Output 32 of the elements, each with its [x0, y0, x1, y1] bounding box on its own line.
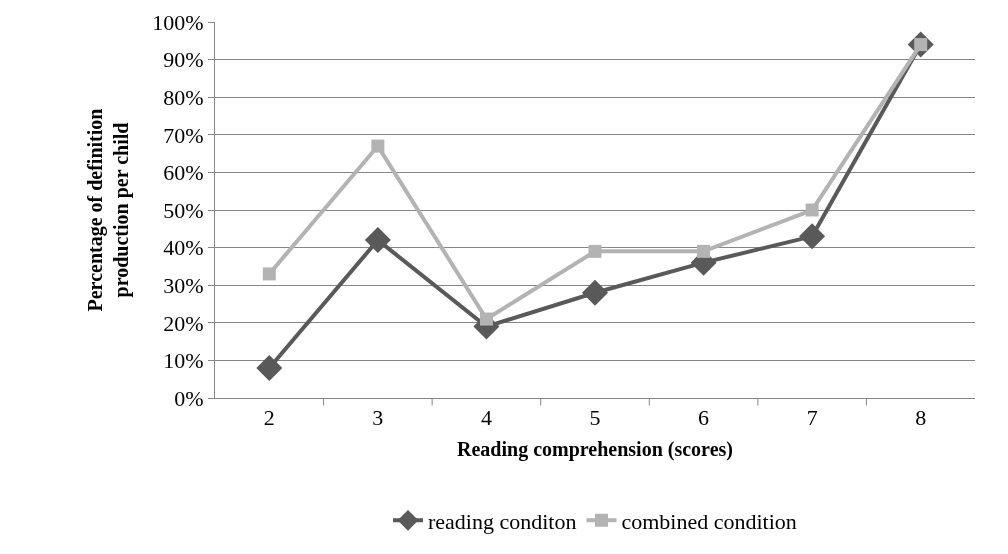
point: [262, 267, 276, 281]
x-tick-label: 5: [589, 405, 601, 431]
x-tick-label: 3: [372, 405, 384, 431]
y-tick-label: 80%: [163, 84, 204, 110]
y-tick-label: 0%: [174, 385, 204, 411]
legend-label: reading conditon: [428, 508, 577, 534]
y-tick-label: 100%: [152, 9, 204, 35]
y-tick-label: 50%: [163, 197, 204, 223]
point: [364, 227, 391, 254]
legend-label: combined condition: [621, 508, 797, 534]
y-tick-label: 90%: [163, 47, 204, 73]
y-tick-label: 20%: [163, 310, 204, 336]
x-axis-title: Reading comprehension (scores): [457, 437, 733, 461]
y-tick-label: 10%: [163, 348, 204, 374]
x-tick-label: 4: [480, 405, 492, 431]
y-axis-title: Percentage of definition production per child: [83, 108, 133, 312]
point: [479, 312, 493, 326]
point: [588, 244, 602, 258]
x-tick-label: 8: [915, 405, 927, 431]
y-tick-label: 70%: [163, 122, 204, 148]
point: [582, 279, 608, 306]
y-tick-label: 30%: [163, 272, 204, 298]
point: [371, 139, 385, 153]
x-tick-label: 6: [698, 405, 710, 431]
point: [697, 244, 711, 258]
point: [799, 223, 826, 250]
x-tick-label: 2: [263, 405, 275, 431]
point: [805, 203, 819, 217]
x-tick-label: 7: [806, 405, 818, 431]
point: [256, 354, 283, 381]
y-tick-label: 60%: [163, 160, 204, 186]
y-tick-label: 40%: [163, 235, 204, 261]
